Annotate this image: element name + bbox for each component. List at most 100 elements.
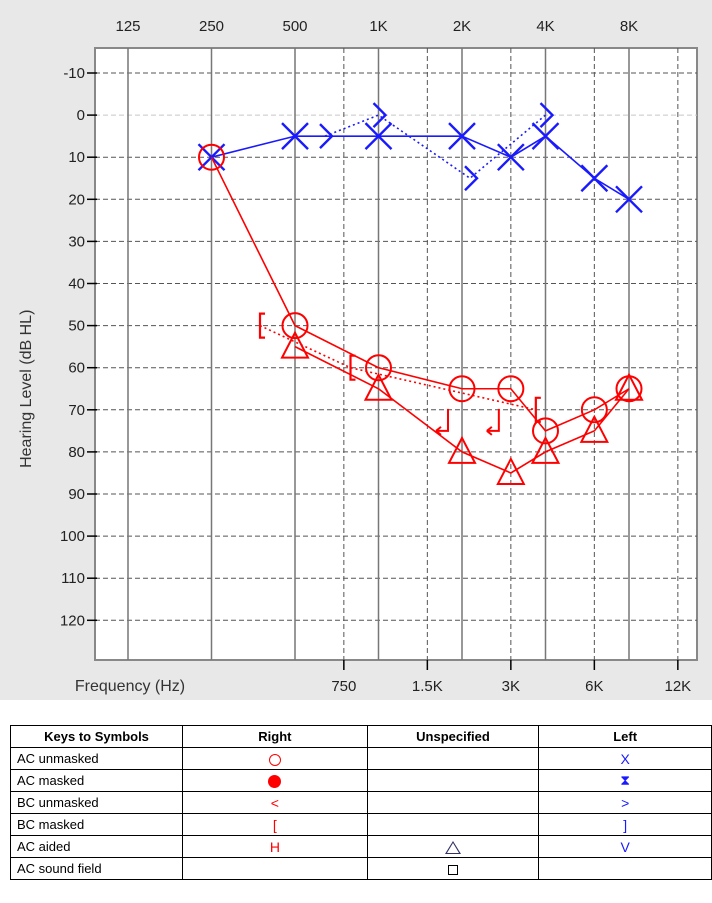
x-tick-label-bottom: 750 [331,678,356,695]
y-tick-label: 10 [68,149,85,166]
right-ac-o-marker [365,354,392,382]
left-bc-marker [372,102,388,128]
right-ac-unmasked-icon [182,747,368,770]
left-bc-marker [319,123,334,149]
ac-aided-triangle-marker [579,414,609,443]
right-bc-unmasked-marker [486,408,500,432]
right-bc-masked-line [259,324,537,411]
right-bc-unmasked-marker [436,408,449,432]
x-tick-label-top: 1K [369,18,387,35]
unspecified-ac-masked-cell [366,769,540,792]
right-bc-unmasked-arrowhead [486,426,493,436]
x-tick-label-top: 4K [536,18,554,35]
right-ac-line [210,156,630,432]
left-bc-unmasked-icon: > [538,791,712,814]
ac-aided-triangle-marker [447,435,477,464]
ac-aided-triangle-marker [496,456,526,485]
x-tick-label-bottom: 1.5K [412,678,443,695]
left-ac-x-marker [281,122,309,150]
right-bc-masked-icon: [ [182,813,368,836]
x-tick-label-bottom: 6K [585,678,603,695]
x-tick-label-bottom: 3K [502,678,520,695]
right-bc-masked-marker [534,396,541,423]
audiogram-panel: 125 250 500 1K 2K 4K 8K 750 1.5K 3K 6K 12K -10 0 10 20 3… [0,0,712,700]
y-tick-label: 110 [61,570,85,587]
y-tick-label: 90 [68,486,85,503]
left-bc-marker [539,102,555,128]
right-ac-masked-icon [182,769,368,792]
left-ac-aided-icon: V [538,835,712,858]
right-ac-o-marker [281,312,309,340]
ac-aided-triangle-marker [280,330,310,359]
y-tick-label: 30 [68,233,85,250]
key-row-ac-unmasked: AC unmasked X [9,747,712,770]
key-row-label: AC unmasked [9,747,184,770]
left-ac-x-marker [580,164,609,193]
right-ac-o-marker [497,375,525,403]
x-tick-label-top: 2K [453,18,471,35]
key-header-symbols: Keys to Symbols [9,725,184,748]
y-tick-label: -10 [63,65,85,82]
unspecified-ac-unmasked-cell [366,747,540,770]
x-axis-label: Frequency (Hz) [75,678,185,695]
left-ac-x-marker [448,122,476,150]
symbol-key-header-row: Keys to Symbols Right Unspecified Left [9,725,712,748]
x-tick-label-top: 125 [115,18,140,35]
y-tick-label: 20 [68,191,85,208]
audiogram-chart: 125 250 500 1K 2K 4K 8K 750 1.5K 3K 6K 12K -10 0 10 20 3… [18,18,698,695]
left-ac-x-marker [615,185,643,214]
key-row-label: AC sound field [9,857,184,880]
key-header-unspecified: Unspecified [366,725,540,748]
right-ac-o-marker [448,375,476,403]
key-header-left: Left [538,725,712,748]
y-tick-label: 100 [60,528,85,545]
y-tick-label: 40 [68,276,85,293]
y-tick-label: 0 [77,107,85,124]
left-ac-masked-icon: ⧗ [538,769,712,792]
unspecified-bc-masked-cell [366,813,540,836]
key-row-ac-masked: AC masked ⧗ [9,769,712,792]
plot-area [94,47,698,661]
key-row-label: BC unmasked [9,791,184,814]
ac-aided-triangle-marker [614,372,644,401]
right-ac-o-marker [198,143,225,171]
unspecified-bc-unmasked-cell [366,791,540,814]
key-row-label: BC masked [9,813,184,836]
right-ac-o-marker [580,396,608,424]
right-ac-aided-icon: H [182,835,368,858]
right-bc-unmasked-icon: < [182,791,368,814]
key-row-ac-aided: AC aided H V [9,835,712,858]
left-ac-x-marker [364,122,393,150]
right-bc-masked-marker [349,354,356,381]
key-row-label: AC aided [9,835,184,858]
left-bc-masked-icon: ] [538,813,712,836]
unspecified-ac-sound-field-icon [366,857,540,880]
left-ac-x-marker [496,143,525,172]
right-bc-masked-marker [258,312,265,339]
unspecified-ac-aided-icon [366,835,540,858]
key-row-ac-sound-field: AC sound field [9,857,712,880]
x-tick-label-bottom: 12K [664,678,691,695]
right-ac-sound-field-cell [182,857,368,880]
left-ac-unmasked-icon: X [538,747,712,770]
left-ac-x-marker [531,122,560,150]
left-ac-sound-field-cell [538,857,712,880]
key-row-bc-unmasked: BC unmasked < > [9,791,712,814]
x-tick-label-top: 250 [199,18,224,35]
symbol-key: Keys to Symbols Right Unspecified Left A… [9,725,712,880]
ac-aided-triangle-marker [530,435,561,464]
right-bc-unmasked-arrowhead [435,426,442,436]
key-row-bc-masked: BC masked [ ] [9,813,712,836]
x-tick-label-top: 8K [620,18,638,35]
y-tick-label: 70 [68,402,85,419]
left-bc-marker [464,165,479,192]
y-tick-label: 60 [68,360,85,377]
key-row-label: AC masked [9,769,184,792]
ac-aided-line [294,345,630,474]
symbol-key-table: Keys to Symbols Right Unspecified Left A… [9,725,712,880]
right-ac-o-marker [532,417,559,445]
ac-aided-triangle-marker [363,372,394,401]
y-tick-label: 80 [68,444,85,461]
x-tick-label-top: 500 [282,18,307,35]
y-tick-label: 50 [68,318,85,335]
